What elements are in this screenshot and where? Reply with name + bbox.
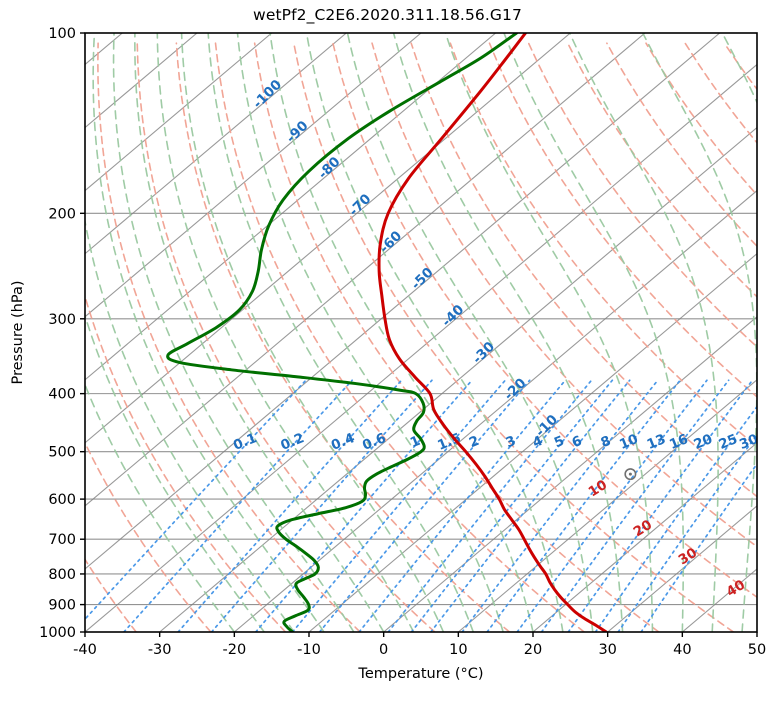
dry-adiabat-line [85,558,137,632]
mixing-ratio-line [358,379,567,632]
mixing-ratio-line [254,379,473,632]
dry-adiabat-line [449,42,757,448]
x-tick-label: -40 [73,642,97,658]
dry-adiabat-line [488,42,757,398]
y-axis-title: Pressure (hPa) [10,280,26,384]
x-tick-label: 20 [524,642,542,658]
y-tick-label: 100 [48,26,76,42]
y-tick-label: 500 [48,445,76,461]
moist-adiabat-line [269,33,534,632]
mixing-ratio-line [410,379,614,632]
mixing-ratio-line [594,405,757,632]
isotherm-line [85,33,646,507]
moist-adiabat-line [392,33,624,632]
mixing-ratio-line [540,379,730,632]
dry-adiabat-line [371,42,757,548]
moist-adiabat-line [236,33,504,632]
moist-adiabat-line [134,33,385,632]
moist-adiabat-line [346,33,594,632]
moist-adiabat-line [85,217,295,632]
y-tick-label: 600 [48,492,76,508]
dry-adiabat-line [410,42,757,498]
mixing-ratio-label: 10 [617,431,640,453]
x-tick-label: 50 [748,642,766,658]
mixing-ratio-label: 16 [667,431,690,453]
mixing-ratio-label: 20 [691,431,714,453]
isotherm-line [85,33,571,444]
y-tick-label: 400 [48,387,76,403]
x-tick-label: -20 [222,642,246,658]
moist-adiabat-line [568,33,719,632]
mixing-ratio-line [318,379,531,632]
dry-adiabat-line [292,42,735,632]
mixing-ratio-line [617,433,757,632]
dewpoint-profile-line [166,33,519,632]
isotherm-line [85,33,422,318]
dry-adiabat-line [85,441,212,632]
y-tick-label: 700 [48,532,76,548]
lcl-marker [624,468,637,481]
x-tick-label: -10 [297,642,321,658]
mixing-ratio-line [85,379,307,621]
isotherm-line [607,505,757,632]
x-tick-label: 30 [598,642,616,658]
y-tick-label: 1000 [39,625,76,641]
page-title: wetPf2_C2E6.2020.311.18.56.G17 [253,6,522,24]
x-tick-label: 40 [673,642,691,658]
temperature-profile-line [377,33,608,632]
mixing-ratio-line [429,379,631,632]
dry-adiabat-line [214,42,585,632]
mixing-ratio-label: 13 [645,431,668,453]
dry-adiabat-line [97,42,361,632]
dry-adiabat-line [763,43,775,632]
moist-adiabat-line [444,33,654,632]
isotherm-line [85,33,347,255]
mixing-ratio-label: 25 [716,431,739,453]
dry-adiabat-line [527,42,757,348]
moist-adiabat-line [85,313,265,632]
isotherm-line [308,252,757,632]
mixing-ratio-line [177,379,403,632]
x-tick-label: 10 [449,642,467,658]
mixing-ratio-line [516,379,708,632]
x-axis-title: Temperature (°C) [357,666,483,682]
dry-adiabat-line [332,42,757,599]
y-tick-label: 200 [48,206,76,222]
x-tick-label: -30 [148,642,172,658]
mixing-ratio-line [123,379,353,632]
moist-adiabat-line [112,33,355,632]
isotherm-line [85,33,273,192]
mixing-ratio-line [461,379,659,632]
plot-frame [84,32,758,633]
mixing-ratio-line [567,379,754,632]
moist-adiabat-line [85,382,236,632]
mixing-ratio-line [486,379,681,632]
isotherm-line [532,442,757,632]
mixing-ratio-label: 30 [737,431,760,453]
grid-lines-group [85,33,775,632]
isotherm-line [756,631,757,632]
moist-adiabat-line [641,33,757,632]
mixing-ratio-line [210,379,433,632]
isotherm-line [85,63,757,632]
y-tick-label: 300 [48,312,76,328]
moist-adiabat-line [207,33,475,632]
dry-adiabat-line [85,293,287,632]
profile-group [166,33,608,632]
mixing-ratio-line [387,379,593,632]
moist-adiabat-line [180,33,445,632]
x-tick-label: 0 [379,642,388,658]
y-tick-label: 800 [48,567,76,583]
dry-adiabat-line [175,42,511,632]
mixing-ratio-line [640,462,757,632]
y-tick-label: 900 [48,598,76,614]
